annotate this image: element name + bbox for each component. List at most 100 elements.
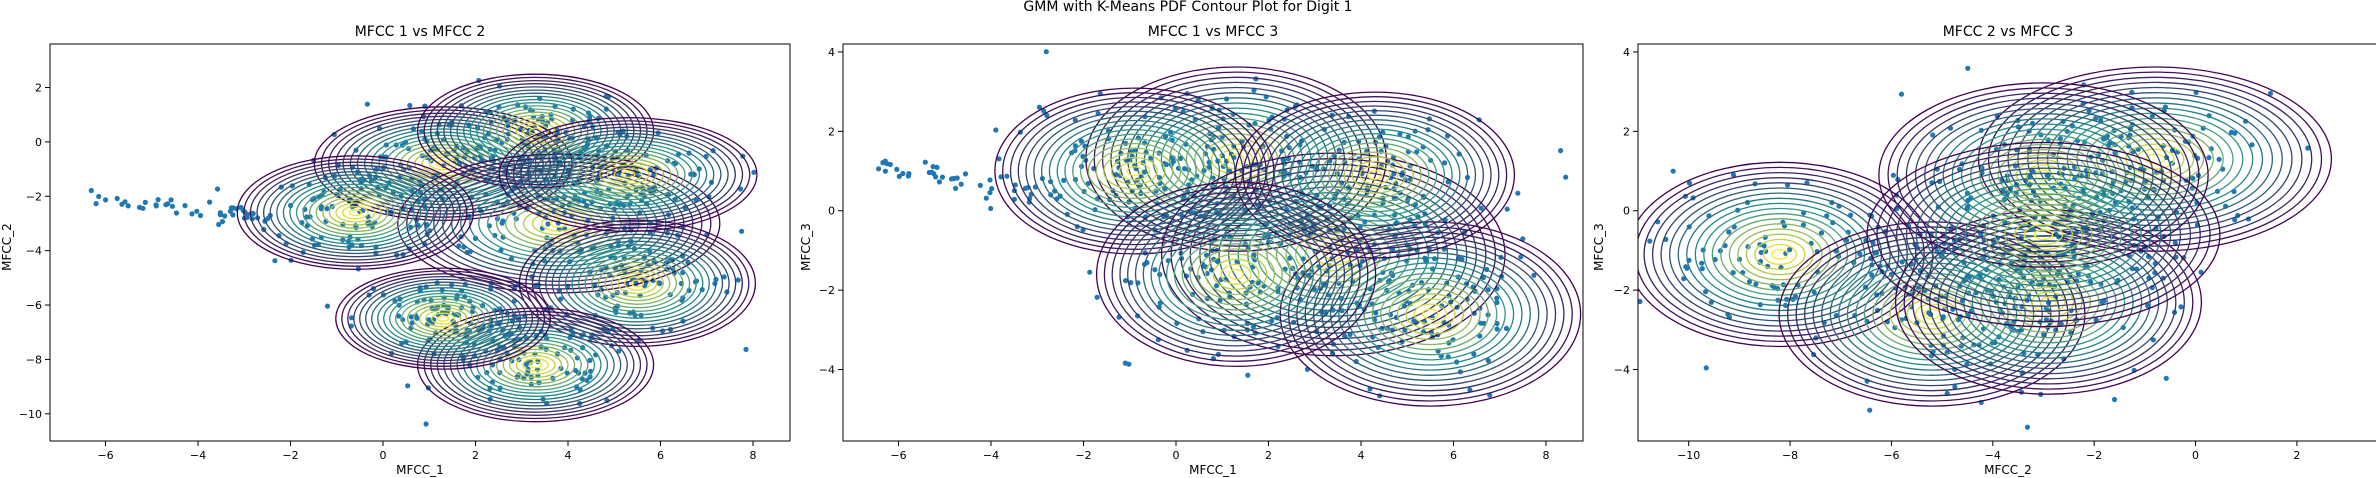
contour-line bbox=[1279, 221, 1582, 407]
contour-line bbox=[495, 345, 576, 385]
contour-line bbox=[577, 251, 697, 316]
scatter-point bbox=[993, 127, 999, 133]
contour-line bbox=[1979, 138, 2108, 212]
x-tick-label: 6 bbox=[657, 449, 664, 462]
contour-line bbox=[1287, 226, 1573, 402]
scatter-point bbox=[2249, 142, 2255, 148]
scatter-point bbox=[1178, 155, 1184, 161]
scatter-point bbox=[1811, 289, 1817, 295]
scatter-point bbox=[1753, 281, 1759, 287]
contour-line bbox=[385, 137, 501, 190]
contour-line bbox=[599, 161, 657, 188]
scatter-point bbox=[977, 182, 983, 188]
contour-line bbox=[236, 155, 474, 271]
scatter-point bbox=[930, 164, 936, 170]
contour-line bbox=[416, 73, 655, 189]
scatter-point bbox=[1085, 180, 1091, 187]
scatter-point bbox=[207, 199, 213, 205]
scatter-point bbox=[1216, 124, 1222, 130]
y-tick-label: 2 bbox=[1623, 125, 1630, 138]
contour-line bbox=[1905, 97, 2182, 253]
y-tick-label: −2 bbox=[26, 190, 42, 203]
scatter-point bbox=[882, 158, 888, 164]
contour-line bbox=[1728, 223, 1832, 286]
scatter-point bbox=[1857, 251, 1863, 257]
contour-line bbox=[1095, 147, 1174, 195]
contour-line bbox=[1997, 76, 2313, 242]
scatter-point bbox=[1132, 147, 1138, 153]
scatter-point bbox=[456, 243, 462, 249]
contour-line bbox=[1017, 101, 1252, 241]
scatter-point bbox=[1471, 310, 1477, 316]
scatter-point bbox=[900, 170, 906, 177]
contour-line bbox=[1040, 115, 1228, 227]
x-tick-label: 0 bbox=[2192, 449, 2199, 462]
contour-line bbox=[564, 244, 710, 323]
scatter-point bbox=[93, 201, 99, 207]
contour-line bbox=[2076, 117, 2234, 201]
x-tick-label: 2 bbox=[472, 449, 479, 462]
scatter-point bbox=[1323, 310, 1329, 316]
scatter-point bbox=[721, 274, 727, 280]
scatter-point bbox=[1214, 283, 1220, 289]
scatter-point bbox=[1135, 313, 1141, 319]
scatter-point bbox=[1284, 133, 1290, 139]
scatter-point bbox=[114, 195, 120, 202]
contour-line bbox=[2014, 281, 2083, 323]
contour-line bbox=[1048, 119, 1221, 223]
contour-line bbox=[371, 284, 516, 353]
y-tick-label: 4 bbox=[828, 46, 835, 59]
contour-line bbox=[509, 117, 563, 145]
contour-line bbox=[531, 211, 586, 236]
scatter-point bbox=[1467, 387, 1473, 393]
contour-line bbox=[1111, 191, 1361, 357]
contour-line bbox=[1304, 236, 1557, 392]
contour-line bbox=[383, 290, 504, 348]
scatter-point bbox=[545, 221, 551, 227]
contour-line bbox=[1228, 268, 1244, 280]
scatter-point bbox=[1503, 325, 1510, 332]
x-tick-label: 4 bbox=[1358, 449, 1365, 462]
panel-3-title: MFCC 2 vs MFCC 3 bbox=[1943, 24, 2074, 40]
scatter-point bbox=[1442, 160, 1448, 166]
scatter-point bbox=[96, 193, 102, 200]
x-tick-label: −8 bbox=[1782, 449, 1798, 462]
scatter-point bbox=[216, 221, 222, 228]
scatter-point bbox=[2190, 175, 2196, 181]
figure-suptitle: GMM with K-Means PDF Contour Plot for Di… bbox=[1023, 0, 1352, 15]
contour-line bbox=[1405, 298, 1456, 330]
scatter-point bbox=[1255, 280, 1261, 286]
scatter-point bbox=[1712, 256, 1718, 263]
scatter-point bbox=[1215, 351, 1221, 357]
contour-line bbox=[1997, 149, 2090, 201]
contour-line bbox=[2115, 138, 2195, 180]
contour-line bbox=[522, 124, 549, 138]
contour-line bbox=[295, 183, 415, 242]
contour-line bbox=[1297, 128, 1453, 222]
y-tick-label: −2 bbox=[1614, 284, 1630, 297]
contour-line bbox=[1942, 118, 2145, 232]
contour-line bbox=[2007, 81, 2303, 237]
scatter-point bbox=[1220, 163, 1227, 169]
contour-line bbox=[443, 320, 628, 410]
scatter-point bbox=[1965, 65, 1971, 71]
contour-line bbox=[1878, 82, 2209, 268]
scatter-point bbox=[125, 203, 131, 209]
scatter-point bbox=[499, 220, 505, 226]
contour-line bbox=[1247, 203, 1420, 306]
contour-line bbox=[1335, 151, 1414, 199]
contour-line bbox=[1987, 71, 2323, 247]
scatter-point bbox=[1128, 280, 1134, 286]
scatter-point bbox=[426, 317, 432, 323]
x-tick-label: 4 bbox=[565, 449, 572, 462]
scatter-point bbox=[1670, 168, 1676, 174]
scatter-point bbox=[1402, 327, 1408, 333]
scatter-point bbox=[1647, 238, 1653, 244]
contour-line bbox=[1072, 133, 1197, 209]
scatter-point bbox=[523, 361, 529, 367]
scatter-point bbox=[931, 171, 937, 177]
contour-line bbox=[348, 209, 363, 217]
x-tick-label: 8 bbox=[1543, 449, 1550, 462]
contour-line bbox=[1289, 123, 1461, 227]
contour-line bbox=[1895, 157, 2192, 312]
